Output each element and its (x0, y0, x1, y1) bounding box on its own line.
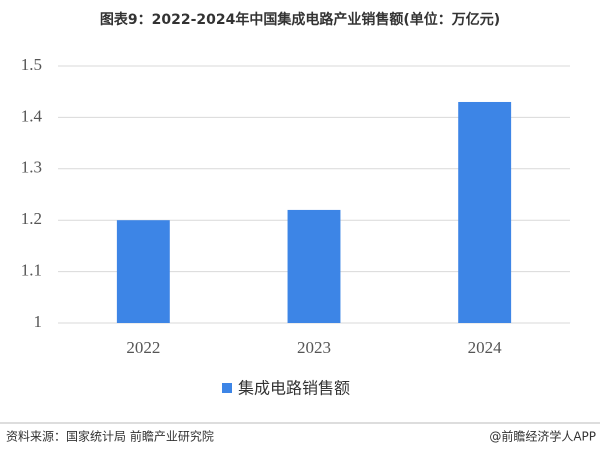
x-tick-label: 2023 (297, 338, 331, 357)
x-tick-label: 2022 (126, 338, 160, 357)
legend-swatch (222, 383, 232, 393)
legend-label: 集成电路销售额 (238, 379, 350, 398)
y-tick-label: 1.2 (21, 209, 42, 228)
y-tick-label: 1 (34, 312, 43, 331)
bar (458, 101, 512, 323)
source: 资料来源：国家统计局 前瞻产业研究院 (6, 429, 214, 444)
y-tick-label: 1.1 (21, 261, 42, 280)
chart-title: 图表9：2022-2024年中国集成电路产业销售额(单位：万亿元) (100, 11, 500, 28)
bar (287, 209, 341, 323)
y-tick-label: 1.3 (21, 158, 42, 177)
y-tick-label: 1.4 (21, 106, 43, 125)
bar (116, 220, 170, 323)
y-tick-label: 1.5 (21, 55, 42, 74)
x-tick-label: 2024 (468, 338, 503, 357)
credit: @前瞻经济学人APP (489, 429, 596, 444)
